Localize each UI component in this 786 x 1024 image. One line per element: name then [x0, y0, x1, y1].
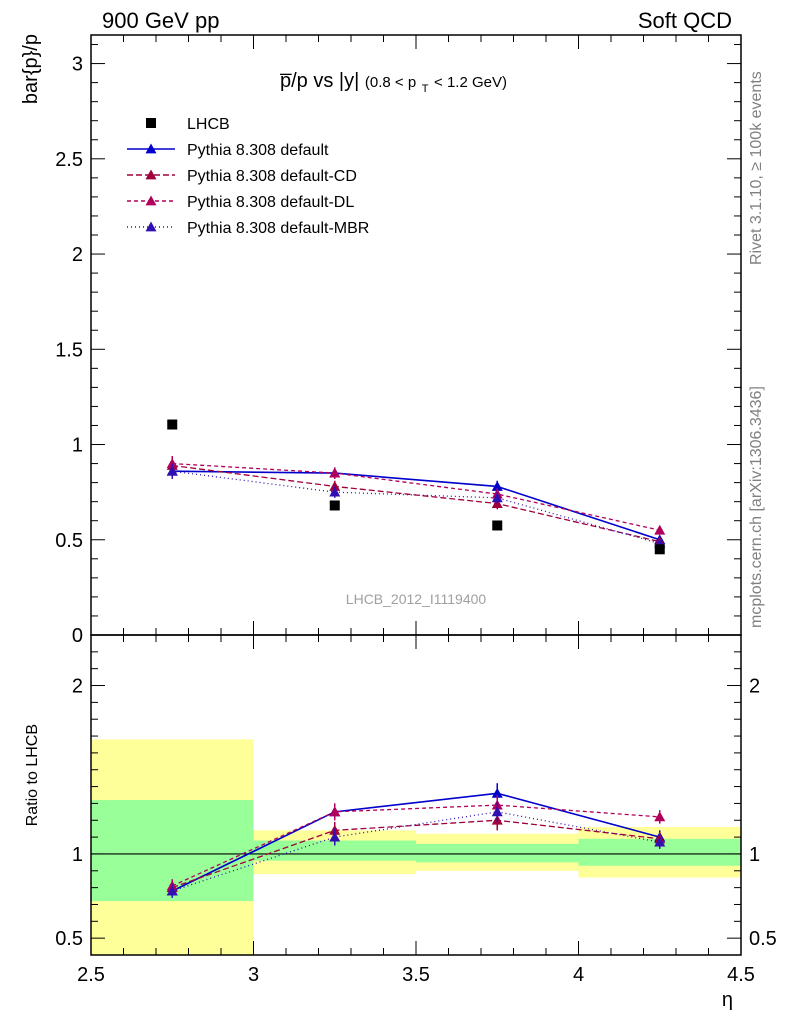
x-tick-label: 4.5 — [727, 964, 755, 986]
series-marker-top — [329, 467, 341, 478]
x-tick-label: 3 — [248, 964, 259, 986]
y-tick-label-top: 2.5 — [55, 149, 83, 171]
analysis-watermark: LHCB_2012_I1119400 — [346, 591, 487, 607]
series-marker-top — [491, 480, 503, 491]
data-marker — [329, 500, 340, 511]
chart-title: p̅/p vs |y| (0.8 < p T < 1.2 GeV) — [280, 70, 507, 97]
series-marker-top — [166, 465, 178, 476]
y-axis-label-top: bar{p}/p — [20, 34, 42, 104]
ratio-panel-series — [166, 783, 666, 898]
series-marker-ratio — [329, 831, 341, 842]
legend-label-data: LHCB — [187, 116, 230, 133]
series-marker-top — [491, 492, 503, 503]
series-marker-top — [329, 486, 341, 497]
y-tick-label-bottom: 0.5 — [55, 928, 83, 950]
data-marker — [654, 544, 665, 555]
y-tick-label-bottom-right: 2 — [749, 676, 760, 698]
chart-title-sub: (0.8 < p — [365, 74, 416, 91]
rivet-label: Rivet 3.1.10, ≥ 100k events — [748, 71, 765, 265]
series-line-ratio — [171, 792, 660, 892]
header-right: Soft QCD — [638, 8, 732, 33]
x-axis-label: η — [722, 989, 733, 1011]
stat-uncertainty-band — [416, 843, 579, 863]
series-marker-top — [654, 524, 666, 535]
header-left: 900 GeV pp — [102, 8, 219, 33]
legend-label: Pythia 8.308 default-CD — [187, 168, 357, 185]
legend-marker-data — [146, 118, 156, 128]
series-marker-top — [329, 480, 341, 491]
series-line-top — [172, 470, 660, 545]
series-line-top — [172, 464, 660, 543]
legend-marker — [145, 195, 157, 206]
y-axis-label-bottom: Ratio to LHCB — [24, 724, 41, 826]
y-tick-label-top: 1 — [72, 435, 83, 457]
series-marker-top — [166, 458, 178, 468]
series-marker-ratio — [654, 836, 666, 847]
legend-marker — [145, 169, 157, 180]
series-line-top — [172, 470, 660, 541]
chart-title-sub-end: < 1.2 GeV) — [434, 74, 507, 91]
y-tick-label-top: 2 — [72, 244, 83, 266]
legend-marker — [145, 143, 157, 154]
axis-ticks: 2.5 3 3.5 4 4.5 0 0.5 1 1.5 2 2.5 3 0.5 0.5 1 1 2 2 — [55, 35, 777, 986]
y-tick-label-bottom: 2 — [72, 676, 83, 698]
x-tick-label: 3.5 — [402, 964, 430, 986]
y-tick-label-bottom-right: 1 — [749, 844, 760, 866]
data-marker — [492, 520, 503, 531]
y-tick-label-bottom: 1 — [72, 844, 83, 866]
y-tick-label-bottom-right: 0.5 — [749, 928, 777, 950]
x-tick-label: 4 — [573, 964, 584, 986]
legend-label: Pythia 8.308 default — [187, 142, 329, 159]
data-marker — [167, 419, 178, 430]
series-line-ratio — [172, 819, 660, 889]
chart-title-index: T — [422, 83, 429, 95]
series-marker-ratio — [329, 806, 341, 817]
x-tick-label: 2.5 — [77, 964, 105, 986]
series-marker-ratio — [654, 811, 666, 822]
top-panel-series — [166, 419, 666, 555]
y-tick-label-top: 0 — [72, 625, 83, 647]
legend-label: Pythia 8.308 default-MBR — [187, 220, 369, 237]
legend-label: Pythia 8.308 default-DL — [187, 194, 354, 211]
series-marker-ratio — [166, 885, 178, 896]
mcplots-label: mcplots.cern.ch [arXiv:1306.3436] — [748, 386, 765, 628]
series-marker-ratio — [491, 787, 503, 798]
data-uncertainty-bands — [91, 739, 741, 955]
y-tick-label-top: 1.5 — [55, 339, 83, 361]
stat-uncertainty-band — [253, 840, 416, 861]
y-tick-label-top: 3 — [72, 54, 83, 76]
legend: LHCB Pythia 8.308 default Pythia 8.308 def… — [127, 116, 369, 237]
y-tick-label-top: 0.5 — [55, 530, 83, 552]
chart-title-main: p̅/p vs |y| — [280, 70, 359, 92]
series-line-top — [172, 462, 660, 531]
series-marker-ratio — [491, 806, 503, 817]
legend-marker — [145, 221, 157, 232]
series-line-ratio — [171, 804, 660, 887]
